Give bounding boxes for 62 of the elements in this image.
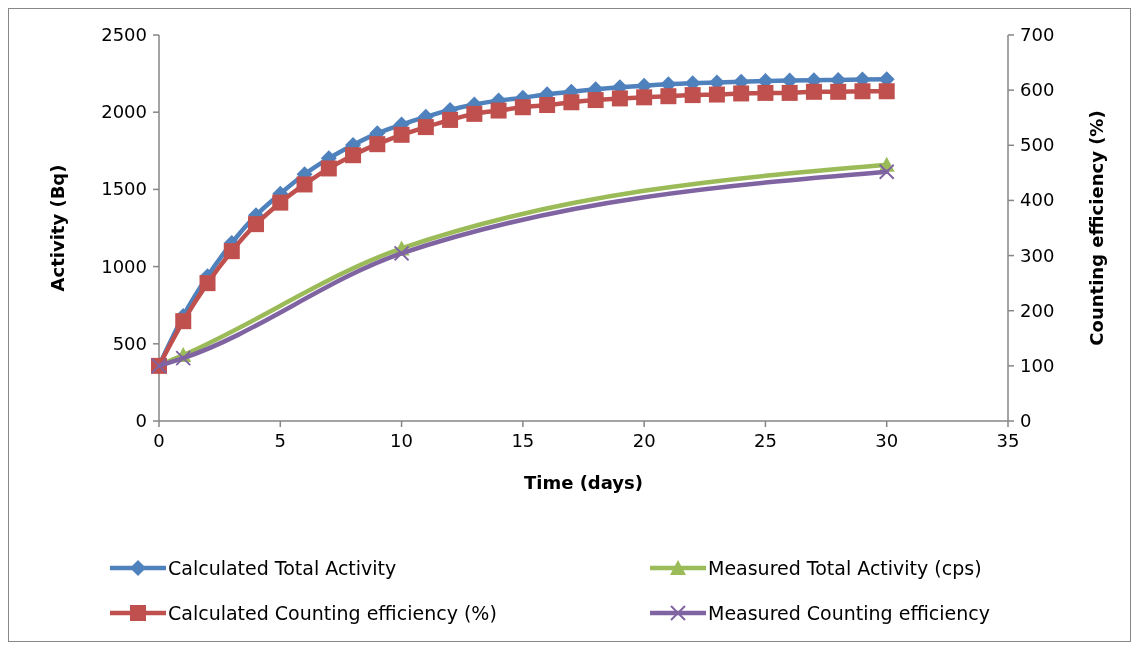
point (393, 126, 410, 143)
point (223, 243, 240, 260)
y-tick-label: 2500 (101, 24, 147, 45)
point (854, 83, 871, 100)
point (490, 102, 507, 119)
point (320, 160, 337, 177)
point (781, 84, 798, 101)
point (878, 163, 895, 180)
point (393, 245, 410, 262)
point (466, 105, 483, 122)
point (757, 84, 774, 101)
legend-label: Measured Counting efficiency (708, 602, 990, 624)
y2-tick-label: 500 (1020, 134, 1055, 156)
y2-tick-label: 700 (1020, 24, 1055, 45)
y-tick-label: 1500 (101, 178, 147, 200)
x-tick-label: 15 (511, 430, 535, 451)
y-tick-label: 0 (135, 410, 147, 431)
point (660, 88, 677, 105)
point (248, 216, 265, 233)
point (296, 176, 313, 193)
y2-tick-label: 300 (1020, 244, 1055, 266)
point (514, 99, 531, 116)
point (830, 83, 847, 100)
legend-label: Measured Total Activity (cps) (708, 557, 982, 579)
point (708, 86, 725, 103)
point (684, 87, 701, 104)
x-tick-label: 20 (632, 430, 656, 451)
y-tick-label: 2000 (101, 101, 147, 123)
point (369, 136, 386, 153)
x-axis-title: Time (days) (523, 472, 644, 493)
x-tick-label: 0 (153, 430, 165, 451)
legend-label: Calculated Counting efficiency (%) (168, 602, 497, 624)
point (345, 147, 362, 164)
x-tick-label: 5 (274, 430, 287, 451)
point (878, 83, 895, 100)
point (442, 111, 459, 128)
x-tick-label: 35 (996, 430, 1020, 451)
point (805, 83, 822, 100)
x-tick-label: 25 (753, 430, 777, 451)
point (199, 275, 216, 292)
y-axis-title: Activity (Bq) (47, 164, 68, 292)
legend-label: Calculated Total Activity (168, 557, 397, 579)
point (733, 85, 750, 102)
point (272, 194, 289, 211)
y-tick-label: 1000 (101, 255, 147, 277)
y2-tick-label: 0 (1020, 410, 1032, 431)
point (611, 90, 628, 107)
point (539, 97, 556, 114)
y2-tick-label: 200 (1020, 299, 1055, 321)
point (417, 119, 434, 136)
y2-axis-title: Counting efficiency (%) (1086, 110, 1107, 346)
point (175, 350, 192, 367)
point (175, 313, 192, 330)
y-tick-label: 500 (112, 332, 147, 354)
point (587, 92, 604, 109)
point (636, 89, 653, 106)
y2-tick-label: 400 (1020, 189, 1055, 211)
y2-tick-label: 600 (1020, 79, 1055, 101)
x-tick-label: 10 (390, 430, 414, 451)
y2-tick-label: 100 (1020, 354, 1055, 376)
point (563, 94, 580, 111)
x-tick-label: 30 (875, 430, 899, 451)
